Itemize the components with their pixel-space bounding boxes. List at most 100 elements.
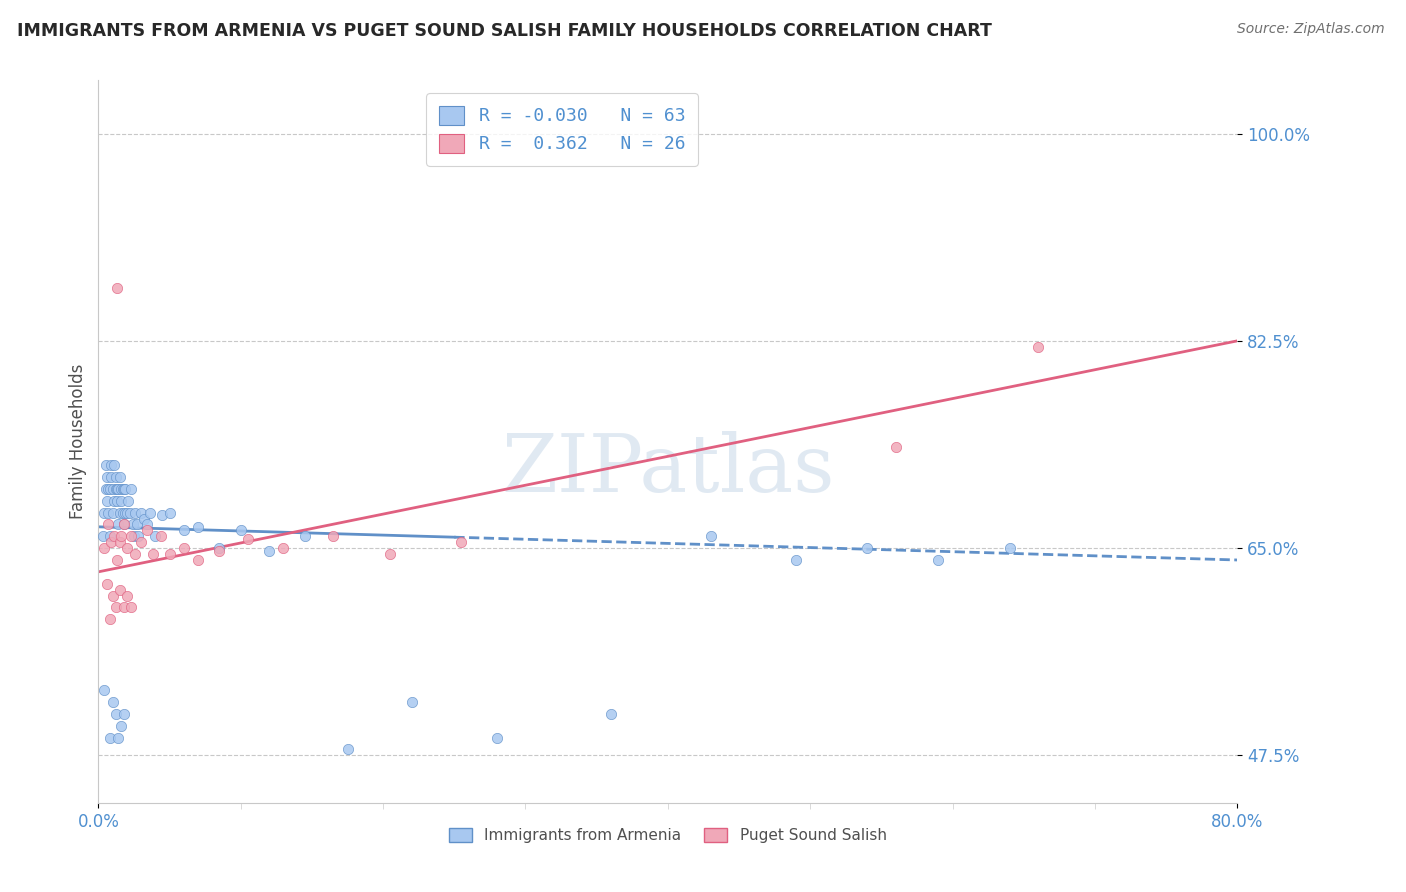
- Point: [108, 535, 131, 549]
- Legend: Immigrants from Armenia, Puget Sound Salish: Immigrants from Armenia, Puget Sound Sal…: [443, 822, 893, 849]
- Point: [104, 470, 127, 484]
- Point: [380, 547, 402, 561]
- Point: [104, 706, 127, 721]
- Point: [145, 529, 167, 543]
- Point: [129, 506, 152, 520]
- Point: [112, 706, 135, 721]
- Point: [97, 482, 120, 496]
- Point: [100, 458, 122, 473]
- Point: [699, 529, 721, 543]
- Point: [138, 506, 160, 520]
- Point: [486, 731, 509, 745]
- Point: [103, 529, 125, 543]
- Point: [127, 529, 149, 543]
- Point: [236, 532, 259, 546]
- Text: Source: ZipAtlas.com: Source: ZipAtlas.com: [1237, 22, 1385, 37]
- Text: IMMIGRANTS FROM ARMENIA VS PUGET SOUND SALISH FAMILY HOUSEHOLDS CORRELATION CHAR: IMMIGRANTS FROM ARMENIA VS PUGET SOUND S…: [17, 22, 991, 40]
- Point: [117, 493, 139, 508]
- Point: [120, 482, 142, 496]
- Point: [110, 719, 132, 733]
- Point: [322, 529, 344, 543]
- Point: [97, 517, 120, 532]
- Point: [98, 612, 121, 626]
- Point: [111, 506, 134, 520]
- Point: [104, 600, 127, 615]
- Point: [91, 529, 114, 543]
- Point: [856, 541, 879, 556]
- Point: [98, 482, 121, 496]
- Point: [884, 441, 907, 455]
- Point: [108, 582, 131, 597]
- Point: [105, 482, 128, 496]
- Point: [108, 506, 131, 520]
- Point: [101, 506, 124, 520]
- Point: [115, 506, 138, 520]
- Point: [112, 600, 135, 615]
- Point: [105, 553, 128, 567]
- Point: [450, 535, 472, 549]
- Point: [93, 683, 115, 698]
- Point: [132, 511, 155, 525]
- Point: [173, 541, 195, 556]
- Point: [105, 280, 128, 294]
- Point: [401, 695, 423, 709]
- Point: [927, 553, 949, 567]
- Point: [135, 517, 157, 532]
- Point: [96, 576, 118, 591]
- Point: [173, 524, 195, 538]
- Point: [101, 482, 124, 496]
- Point: [107, 731, 129, 745]
- Point: [93, 506, 115, 520]
- Point: [150, 529, 173, 543]
- Point: [159, 547, 181, 561]
- Point: [129, 535, 152, 549]
- Point: [107, 517, 129, 532]
- Point: [600, 706, 623, 721]
- Point: [152, 508, 174, 522]
- Point: [100, 470, 122, 484]
- Point: [93, 541, 115, 556]
- Point: [107, 482, 129, 496]
- Point: [159, 506, 181, 520]
- Point: [273, 541, 295, 556]
- Point: [294, 529, 316, 543]
- Point: [336, 742, 359, 756]
- Point: [111, 482, 134, 496]
- Point: [120, 600, 142, 615]
- Text: ZIPatlas: ZIPatlas: [501, 432, 835, 509]
- Point: [1026, 340, 1049, 354]
- Point: [208, 541, 231, 556]
- Point: [110, 482, 132, 496]
- Point: [105, 493, 128, 508]
- Point: [108, 470, 131, 484]
- Point: [998, 541, 1021, 556]
- Point: [125, 517, 148, 532]
- Point: [94, 482, 117, 496]
- Point: [785, 553, 807, 567]
- Point: [229, 524, 252, 538]
- Point: [101, 589, 124, 603]
- Point: [98, 731, 121, 745]
- Point: [103, 458, 125, 473]
- Point: [104, 482, 127, 496]
- Point: [112, 517, 135, 532]
- Point: [97, 506, 120, 520]
- Point: [124, 547, 146, 561]
- Point: [187, 520, 209, 534]
- Point: [120, 529, 142, 543]
- Point: [96, 493, 118, 508]
- Point: [121, 517, 143, 532]
- Point: [98, 529, 121, 543]
- Point: [124, 506, 146, 520]
- Point: [259, 543, 281, 558]
- Point: [96, 470, 118, 484]
- Point: [112, 517, 135, 532]
- Point: [114, 506, 136, 520]
- Point: [208, 543, 231, 558]
- Point: [122, 529, 145, 543]
- Point: [115, 541, 138, 556]
- Point: [115, 589, 138, 603]
- Point: [135, 524, 157, 538]
- Point: [100, 535, 122, 549]
- Point: [103, 493, 125, 508]
